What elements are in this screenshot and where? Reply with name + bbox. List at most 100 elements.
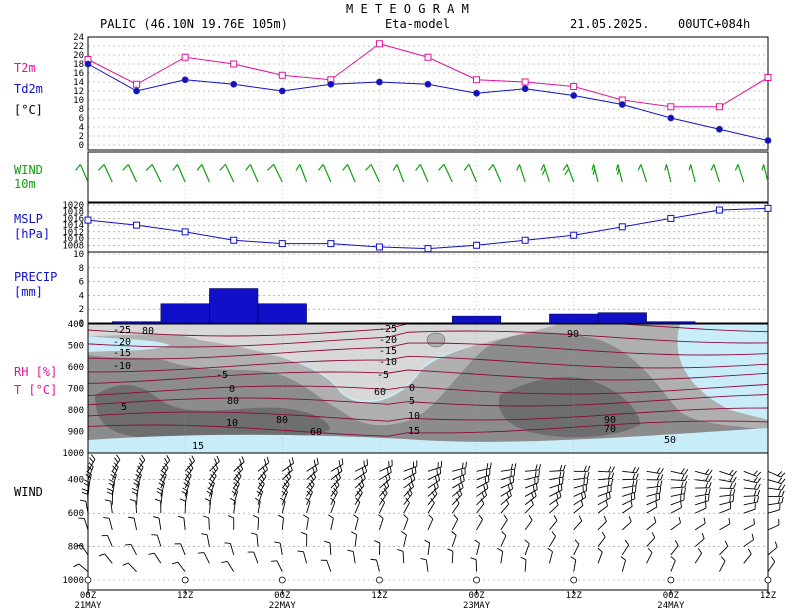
- wind-profile-barb: [743, 539, 754, 547]
- wind-profile-barb-flag: [358, 487, 363, 494]
- isotherm-line: [88, 369, 768, 384]
- wind-profile-barb-flag: [756, 471, 762, 477]
- wind-profile-barb-flag: [313, 459, 316, 466]
- wind10-barb-flag: [637, 164, 642, 171]
- wind-profile-barb-flag: [497, 548, 503, 552]
- wind-profile-barb-flag: [461, 462, 464, 469]
- wind10-barb-staff: [103, 164, 113, 183]
- precip-label: PRECIP: [14, 270, 58, 284]
- wind10-barb-flag: [488, 164, 494, 171]
- isotherm-label: -10: [379, 357, 397, 368]
- wind-profile-barb-flag: [254, 497, 261, 502]
- wind-profile-barb-flag: [559, 471, 562, 478]
- xaxis-date-label: 23MAY: [463, 601, 491, 611]
- precip-bar: [209, 288, 259, 324]
- wind-profile-barb: [476, 474, 490, 481]
- wind-profile-barb: [767, 487, 782, 491]
- wind-profile-barb-flag: [285, 479, 290, 485]
- xaxis-tick-label: 12Z: [371, 591, 388, 601]
- wind-profile-barb-flag: [210, 473, 215, 480]
- wind10-barb-flag: [592, 168, 596, 175]
- wind-profile-barb-flag: [751, 533, 754, 540]
- wind-profile-barb: [80, 544, 89, 556]
- wind-profile-barb: [104, 553, 113, 564]
- wind-profile-barb-flag: [624, 539, 630, 546]
- wind-profile-barb: [379, 518, 384, 530]
- wind-profile-barb-flag: [428, 514, 434, 520]
- wind10-barb-staff: [151, 164, 162, 183]
- wind-profile-barb-flag: [774, 541, 778, 548]
- wind-profile-barb: [209, 461, 220, 472]
- t2m-point: [424, 53, 432, 61]
- wind-profile-barb-flag: [701, 532, 705, 539]
- wind-profile-barb-flag: [430, 497, 435, 504]
- temp-tick-label: 24: [73, 33, 84, 43]
- wind-profile-barb: [549, 470, 564, 472]
- wind-profile-barb-flag: [732, 470, 737, 476]
- xaxis-date-label: 24MAY: [657, 601, 685, 611]
- wind-profile-barb-flag: [389, 466, 392, 473]
- wind-profile-barb-flag: [503, 514, 508, 521]
- wind-profile-barb-flag: [485, 482, 489, 489]
- wind-profile-barb-flag: [733, 482, 737, 489]
- isotherm-line: [88, 407, 768, 422]
- rh-tick-label: 800: [68, 406, 84, 416]
- wind-profile-barb-flag: [87, 465, 93, 471]
- t2m-point: [521, 78, 529, 86]
- wind-profile-barb-flag: [753, 518, 755, 525]
- wind-profile-barb-flag: [285, 474, 290, 481]
- wind-profile-barb: [621, 521, 632, 531]
- wind-profile-barb-flag: [187, 465, 192, 472]
- wind-profile-barb: [158, 517, 162, 530]
- wind10-barb-staff: [176, 164, 186, 183]
- wind-profile-barb: [524, 559, 527, 572]
- wind-profile-barb-flag: [186, 470, 192, 476]
- wind-profile-barb-flag: [435, 481, 439, 488]
- wind-profile-barb-flag: [160, 473, 166, 479]
- wind-profile-barb-flag: [212, 470, 217, 477]
- wind10-barb-flag: [688, 164, 692, 171]
- precip-bar: [160, 303, 210, 324]
- wind-profile-barb: [379, 485, 390, 497]
- panel-frame: [87, 202, 769, 253]
- wind-profile-barb-flag: [260, 474, 265, 480]
- wind-profile-barb-flag: [780, 472, 786, 478]
- wind-profile-barb: [548, 551, 553, 564]
- wind-profile-barb: [354, 492, 363, 506]
- wind-profile-barb: [330, 518, 334, 530]
- wind-profile-barb-flag: [433, 488, 438, 495]
- wind-profile-barb-flag: [257, 487, 263, 492]
- wprof-tick-label: 600: [68, 509, 84, 519]
- wind10-barb-staff: [79, 164, 89, 183]
- wind-profile-barb-flag: [732, 495, 735, 502]
- td2m-point: [716, 125, 723, 133]
- wind-profile-barb: [403, 472, 417, 481]
- wind-profile-barb-flag: [139, 457, 144, 464]
- wind-profile-barb: [670, 479, 685, 482]
- wind10-barb-staff: [518, 164, 526, 183]
- wind-profile-barb-flag: [191, 455, 195, 462]
- t2m-point: [667, 103, 675, 111]
- wind-profile-barb-flag: [89, 457, 94, 463]
- wind-profile-barb-flag: [221, 561, 228, 564]
- wind-profile-barb: [253, 551, 259, 564]
- wind10-barb-flag: [295, 164, 301, 171]
- wind-profile-barb-flag: [310, 479, 315, 485]
- wind-profile-barb: [452, 487, 464, 497]
- wind-profile-barb-flag: [202, 515, 209, 519]
- wind-profile-barb-flag: [106, 491, 113, 495]
- wind-profile-barb-flag: [708, 475, 713, 482]
- wind-profile-barb: [597, 536, 606, 547]
- wind10-barb-staff: [665, 164, 672, 183]
- wind-profile-barb-flag: [414, 466, 417, 473]
- calm-wind-circle: [473, 576, 480, 584]
- wind-profile-barb: [573, 477, 588, 481]
- isotherm-label: -20: [113, 337, 131, 348]
- wind-profile-barb-flag: [288, 459, 292, 466]
- wind-profile-barb: [306, 501, 311, 514]
- wind-profile-barb-flag: [251, 532, 258, 536]
- wind-profile-barb-flag: [264, 463, 268, 470]
- wind-profile-barb-flag: [212, 465, 217, 472]
- wind-profile-barb-flag: [778, 484, 782, 490]
- wind-profile-barb-flag: [587, 471, 590, 478]
